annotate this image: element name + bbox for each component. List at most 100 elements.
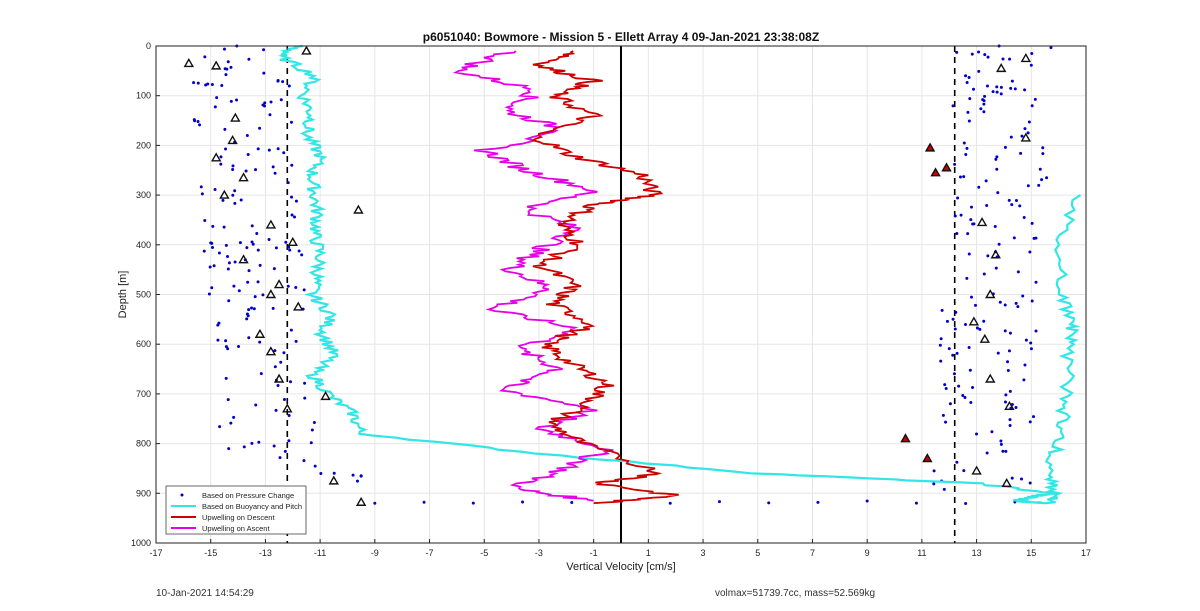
pressure-change-point bbox=[290, 164, 293, 167]
pressure-change-point bbox=[288, 85, 291, 88]
pressure-change-point bbox=[971, 223, 974, 226]
turn-marker bbox=[231, 114, 239, 121]
pressure-change-point bbox=[1018, 204, 1021, 207]
pressure-change-point bbox=[669, 502, 672, 505]
turn-marker bbox=[978, 218, 986, 225]
pressure-change-point bbox=[1006, 360, 1009, 363]
pressure-change-point bbox=[224, 148, 227, 151]
pressure-change-point bbox=[1020, 135, 1023, 138]
pressure-change-point bbox=[231, 194, 234, 197]
pressure-change-point bbox=[237, 345, 240, 348]
pressure-change-point bbox=[311, 428, 314, 431]
pressure-change-point bbox=[954, 215, 957, 218]
pressure-change-point bbox=[295, 200, 298, 203]
pressure-change-point bbox=[1025, 339, 1028, 342]
pressure-change-point bbox=[314, 465, 317, 468]
pressure-change-point bbox=[247, 58, 250, 61]
pressure-change-point bbox=[1009, 332, 1012, 335]
pressure-change-point bbox=[200, 185, 203, 188]
pressure-change-point bbox=[274, 172, 277, 175]
pressure-change-point bbox=[1045, 176, 1048, 179]
turn-marker bbox=[923, 455, 931, 462]
pressure-change-point bbox=[1016, 305, 1019, 308]
pressure-change-point bbox=[221, 199, 224, 202]
y-tick-label: 500 bbox=[136, 290, 151, 300]
pressure-change-point bbox=[1032, 415, 1035, 418]
pressure-change-point bbox=[251, 224, 254, 227]
legend-label: Upwelling on Ascent bbox=[202, 524, 270, 533]
pressure-change-point bbox=[1027, 131, 1030, 134]
pressure-change-point bbox=[281, 80, 284, 83]
pressure-change-point bbox=[1019, 152, 1022, 155]
pressure-change-point bbox=[231, 168, 234, 171]
pressure-change-point bbox=[232, 285, 235, 288]
pressure-change-point bbox=[954, 327, 957, 330]
pressure-change-point bbox=[997, 352, 1000, 355]
pressure-change-point bbox=[319, 472, 322, 475]
pressure-change-point bbox=[1014, 87, 1017, 90]
pressure-change-point bbox=[939, 344, 942, 347]
pressure-change-point bbox=[940, 337, 943, 340]
pressure-change-point bbox=[968, 97, 971, 100]
x-tick-label: 3 bbox=[701, 548, 706, 558]
pressure-change-point bbox=[295, 340, 298, 343]
pressure-change-point bbox=[1023, 127, 1026, 130]
pressure-change-point bbox=[1008, 349, 1011, 352]
pressure-change-point bbox=[210, 286, 213, 289]
pressure-change-point bbox=[977, 70, 980, 73]
turn-marker bbox=[981, 335, 989, 342]
pressure-change-point bbox=[1015, 199, 1018, 202]
turn-marker bbox=[212, 62, 220, 69]
pressure-change-point bbox=[952, 318, 955, 321]
pressure-change-point bbox=[201, 192, 204, 195]
pressure-change-point bbox=[247, 153, 250, 156]
pressure-change-point bbox=[1029, 420, 1032, 423]
pressure-change-point bbox=[1004, 393, 1007, 396]
pressure-change-point bbox=[303, 288, 306, 291]
y-tick-label: 100 bbox=[136, 91, 151, 101]
footer-stats: volmax=51739.7cc, mass=52.569kg bbox=[715, 588, 875, 599]
pressure-change-point bbox=[232, 164, 235, 167]
pressure-change-point bbox=[953, 372, 956, 375]
pressure-change-point bbox=[217, 322, 220, 325]
pressure-change-point bbox=[995, 155, 998, 158]
pressure-change-point bbox=[228, 261, 231, 264]
pressure-change-point bbox=[204, 83, 207, 86]
pressure-change-point bbox=[994, 225, 997, 228]
pressure-change-point bbox=[227, 268, 230, 271]
pressure-change-point bbox=[1008, 199, 1011, 202]
pressure-change-point bbox=[224, 339, 227, 342]
pressure-change-point bbox=[1030, 52, 1033, 55]
pressure-change-point bbox=[943, 488, 946, 491]
pressure-change-point bbox=[970, 296, 973, 299]
pressure-change-point bbox=[1004, 401, 1007, 404]
legend-swatch-dot bbox=[181, 494, 184, 497]
pressure-change-point bbox=[235, 99, 238, 102]
pressure-change-point bbox=[964, 153, 967, 156]
pressure-change-point bbox=[952, 104, 955, 107]
pressure-change-point bbox=[220, 84, 223, 87]
pressure-change-point bbox=[209, 265, 212, 268]
pressure-change-point bbox=[303, 397, 306, 400]
pressure-change-point bbox=[1013, 236, 1016, 239]
pressure-change-point bbox=[969, 369, 972, 372]
pressure-change-point bbox=[1031, 104, 1034, 107]
pressure-change-point bbox=[260, 372, 263, 375]
x-tick-label: -17 bbox=[149, 548, 162, 558]
turn-marker bbox=[986, 375, 994, 382]
pressure-change-point bbox=[1041, 146, 1044, 149]
pressure-change-point bbox=[257, 441, 260, 444]
pressure-change-point bbox=[932, 482, 935, 485]
pressure-change-point bbox=[233, 189, 236, 192]
buoyancy-pitch-line bbox=[280, 46, 1081, 503]
pressure-change-point bbox=[227, 299, 230, 302]
x-tick-label: 7 bbox=[810, 548, 815, 558]
pressure-change-point bbox=[243, 445, 246, 448]
pressure-change-point bbox=[966, 111, 969, 114]
pressure-change-point bbox=[277, 79, 280, 82]
pressure-change-point bbox=[1039, 168, 1042, 171]
pressure-change-point bbox=[1041, 152, 1044, 155]
y-tick-label: 0 bbox=[146, 41, 151, 51]
pressure-change-point bbox=[268, 149, 271, 152]
